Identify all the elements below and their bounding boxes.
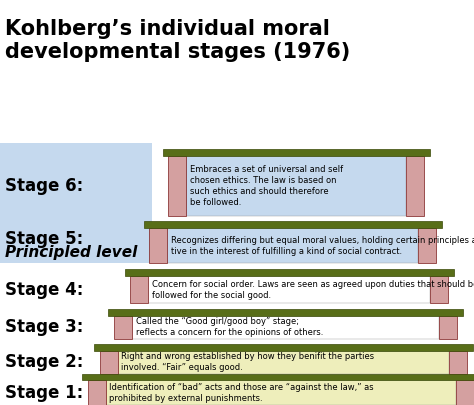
Bar (94, 344, 473, 350)
Bar (167, 228, 418, 263)
Bar (418, 228, 436, 263)
Text: Stage 5:: Stage 5: (5, 230, 83, 248)
Bar (163, 149, 430, 156)
Bar (456, 380, 474, 405)
Text: Called the “Good girl/good boy” stage;
reflects a concern for the opinions of ot: Called the “Good girl/good boy” stage; r… (136, 317, 323, 337)
Bar (0, 143, 152, 263)
Text: Stage 6:: Stage 6: (5, 177, 83, 195)
Text: Principled level: Principled level (5, 245, 137, 260)
Bar (114, 316, 132, 339)
Bar (449, 350, 467, 373)
Bar (88, 380, 106, 405)
Text: Stage 3:: Stage 3: (5, 318, 83, 336)
Bar (144, 221, 442, 228)
Bar (108, 309, 463, 316)
Text: Stage 1:: Stage 1: (5, 384, 83, 402)
Text: Right and wrong established by how they benifit the parties
involved. “Fair” equ: Right and wrong established by how they … (121, 352, 374, 372)
Text: Stage 4:: Stage 4: (5, 281, 83, 298)
Bar (406, 156, 424, 216)
Bar (82, 373, 474, 380)
Bar (149, 228, 167, 263)
Text: Kohlberg’s individual moral
developmental stages (1976): Kohlberg’s individual moral developmenta… (5, 19, 350, 62)
Text: Identification of “bad” acts and those are “against the law,” as
prohibited by e: Identification of “bad” acts and those a… (109, 383, 374, 403)
Bar (125, 269, 454, 276)
Bar (430, 276, 448, 303)
Bar (439, 316, 457, 339)
Bar (130, 276, 148, 303)
Bar (106, 380, 456, 405)
Bar (186, 156, 406, 216)
Text: Concern for social order. Laws are seen as agreed upon duties that should be
fol: Concern for social order. Laws are seen … (152, 279, 474, 300)
Text: Stage 2:: Stage 2: (5, 353, 83, 371)
Bar (168, 156, 186, 216)
Bar (132, 316, 439, 339)
Bar (148, 276, 430, 303)
Text: Embraces a set of universal and self
chosen ethics. The law is based on
such eth: Embraces a set of universal and self cho… (190, 164, 343, 207)
Bar (100, 350, 118, 373)
Text: Recognizes differing but equal moral values, holding certain principles as non r: Recognizes differing but equal moral val… (171, 236, 474, 256)
Bar (118, 350, 449, 373)
